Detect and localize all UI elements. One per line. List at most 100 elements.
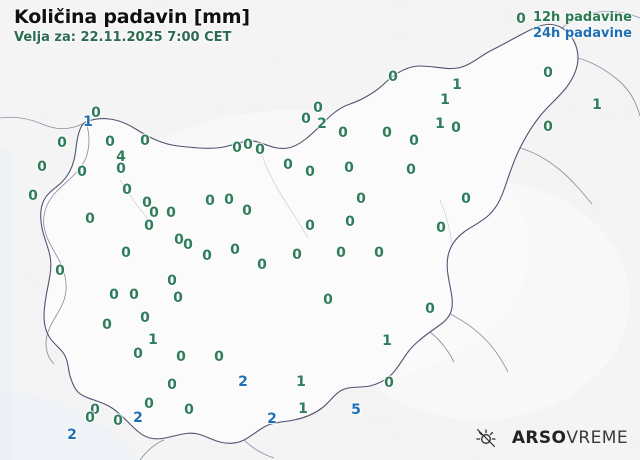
neighbour-borders [0,10,640,460]
station-value: 0 [292,247,302,263]
station-value: 0 [176,349,186,365]
station-value: 2 [238,374,248,390]
station-value: 0 [543,119,553,135]
station-value: 0 [142,195,152,211]
station-value: 0 [461,191,471,207]
station-value: 0 [313,100,323,116]
station-value: 0 [323,292,333,308]
station-value: 0 [205,193,215,209]
station-value: 0 [37,159,47,175]
sun-rays-icon [474,426,498,450]
station-value: 1 [148,332,158,348]
station-value: 0 [202,248,212,264]
station-value: 0 [144,396,154,412]
rivers [119,141,453,245]
station-value: 0 [121,245,131,261]
station-value: 0 [91,105,101,121]
station-value: 0 [224,192,234,208]
station-value: 0 [77,164,87,180]
station-value: 0 [173,290,183,306]
station-value: 0 [257,257,267,273]
station-value: 0 [105,134,115,150]
station-value: 0 [388,69,398,85]
station-value: 2 [317,116,327,132]
station-value: 1 [83,114,93,130]
station-value: 0 [113,413,123,429]
station-value: 0 [232,140,242,156]
station-value: 0 [406,162,416,178]
station-value: 0 [144,218,154,234]
station-value: 0 [243,137,253,153]
station-value: 0 [28,188,38,204]
station-value: 0 [384,375,394,391]
station-value: 0 [184,402,194,418]
station-value: 1 [296,374,306,390]
legend-item-24h: 24h padavine [532,26,632,41]
brand-name-vreme: VREME [566,428,628,448]
station-value: 0 [90,402,100,418]
station-value: 1 [592,97,602,113]
station-value: 1 [382,333,392,349]
adriatic-sea [0,392,140,460]
station-value: 0 [57,135,67,151]
station-value: 0 [133,346,143,362]
station-value: 0 [301,111,311,127]
station-value: 0 [356,191,366,207]
station-value: 0 [129,287,139,303]
slovenia-border [40,23,579,444]
station-value: 0 [305,218,315,234]
station-value: 1 [452,77,462,93]
station-value: 0 [109,287,119,303]
legend: 12h padavine 24h padavine [533,10,632,42]
station-value: 0 [166,205,176,221]
station-value: 0 [140,133,150,149]
station-value: 0 [305,164,315,180]
station-value: 5 [351,402,361,418]
station-value: 2 [267,411,277,427]
station-value: 0 [230,242,240,258]
station-value: 0 [283,157,293,173]
station-value: 0 [174,232,184,248]
legend-item-12h: 12h padavine [532,10,632,25]
station-value: 1 [298,401,308,417]
station-value: 0 [140,310,150,326]
station-value: 0 [374,245,384,261]
station-value: 0 [55,263,65,279]
station-value: 1 [435,116,445,132]
station-value: 0 [345,214,355,230]
station-value: 4 [116,149,126,165]
station-value: 2 [67,427,77,443]
station-value: 0 [183,237,193,253]
station-value: 0 [409,133,419,149]
station-value: 0 [102,317,112,333]
station-value: 0 [543,65,553,81]
station-value: 0 [516,11,526,27]
station-value: 0 [344,160,354,176]
station-value: 0 [149,205,159,221]
station-value: 0 [382,125,392,141]
station-value: 0 [122,182,132,198]
station-value: 0 [167,377,177,393]
station-value: 0 [338,125,348,141]
station-value: 0 [336,245,346,261]
station-value: 0 [242,203,252,219]
station-value: 0 [425,301,435,317]
station-value: 0 [214,349,224,365]
west-sea-strip [0,150,12,460]
station-value: 0 [436,220,446,236]
brand-logo: ARSOVREME [474,426,628,450]
station-value: 0 [85,211,95,227]
station-value: 2 [133,410,143,426]
brand-text: ARSOVREME [512,428,628,448]
station-value: 0 [255,142,265,158]
station-value: 0 [451,120,461,136]
station-value: 1 [440,92,450,108]
station-value: 0 [116,161,126,177]
brand-name-arso: ARSO [511,428,567,448]
station-value: 0 [167,273,177,289]
station-value: 0 [85,410,95,426]
